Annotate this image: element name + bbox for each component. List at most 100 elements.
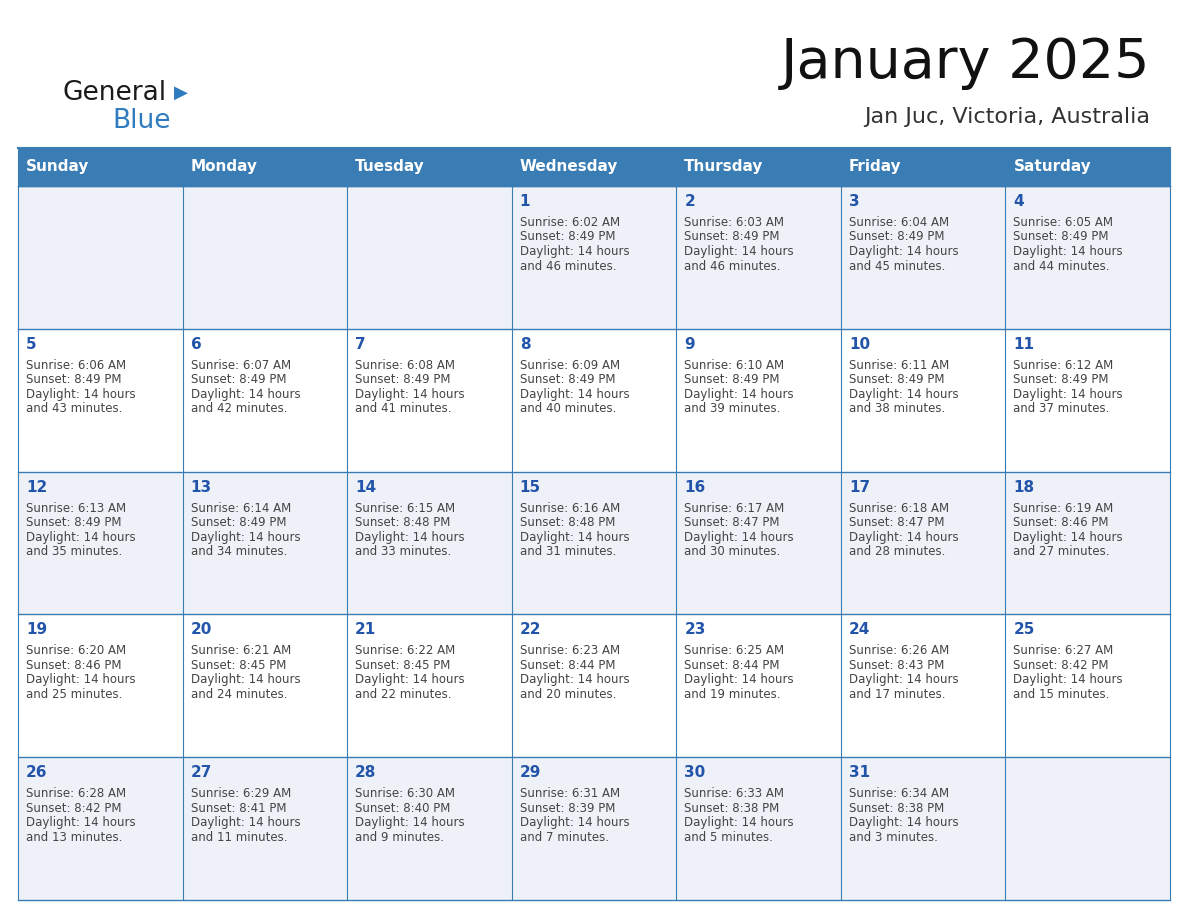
Text: Sunset: 8:49 PM: Sunset: 8:49 PM (1013, 374, 1108, 386)
Bar (841, 329, 1005, 472)
Bar (512, 472, 676, 614)
Text: and 30 minutes.: and 30 minutes. (684, 545, 781, 558)
Bar (841, 472, 1005, 614)
Bar (347, 329, 512, 472)
Text: 29: 29 (519, 766, 541, 780)
Bar (347, 614, 512, 757)
Text: Sunrise: 6:27 AM: Sunrise: 6:27 AM (1013, 644, 1113, 657)
Text: Jan Juc, Victoria, Australia: Jan Juc, Victoria, Australia (864, 107, 1150, 127)
Text: Sunset: 8:39 PM: Sunset: 8:39 PM (519, 801, 615, 814)
Text: Daylight: 14 hours: Daylight: 14 hours (519, 245, 630, 258)
Bar (1005, 757, 1170, 900)
Text: Sunrise: 6:05 AM: Sunrise: 6:05 AM (1013, 216, 1113, 229)
Text: and 20 minutes.: and 20 minutes. (519, 688, 617, 701)
Text: Sunrise: 6:11 AM: Sunrise: 6:11 AM (849, 359, 949, 372)
Text: 10: 10 (849, 337, 870, 352)
Bar (1005, 472, 1170, 614)
Text: Daylight: 14 hours: Daylight: 14 hours (684, 387, 794, 401)
Text: and 34 minutes.: and 34 minutes. (190, 545, 287, 558)
Bar (676, 614, 841, 757)
Text: and 25 minutes.: and 25 minutes. (26, 688, 122, 701)
Text: Sunrise: 6:09 AM: Sunrise: 6:09 AM (519, 359, 620, 372)
Text: and 13 minutes.: and 13 minutes. (26, 831, 122, 844)
Text: Daylight: 14 hours: Daylight: 14 hours (1013, 245, 1123, 258)
Text: Sunrise: 6:25 AM: Sunrise: 6:25 AM (684, 644, 784, 657)
Bar (183, 186, 347, 329)
Text: Saturday: Saturday (1013, 160, 1092, 174)
Bar (18, 757, 183, 900)
Text: Sunset: 8:48 PM: Sunset: 8:48 PM (519, 516, 615, 529)
Text: Sunset: 8:45 PM: Sunset: 8:45 PM (355, 659, 450, 672)
Text: Daylight: 14 hours: Daylight: 14 hours (26, 531, 135, 543)
Text: Sunday: Sunday (26, 160, 89, 174)
Text: General: General (62, 80, 166, 106)
Text: 11: 11 (1013, 337, 1035, 352)
Text: and 19 minutes.: and 19 minutes. (684, 688, 781, 701)
Bar (18, 329, 183, 472)
Text: Daylight: 14 hours: Daylight: 14 hours (190, 387, 301, 401)
Bar (183, 757, 347, 900)
Text: and 9 minutes.: and 9 minutes. (355, 831, 444, 844)
Text: 21: 21 (355, 622, 377, 637)
Text: Daylight: 14 hours: Daylight: 14 hours (849, 816, 959, 829)
Text: 18: 18 (1013, 479, 1035, 495)
Text: Sunrise: 6:03 AM: Sunrise: 6:03 AM (684, 216, 784, 229)
Text: Sunrise: 6:26 AM: Sunrise: 6:26 AM (849, 644, 949, 657)
Text: Sunrise: 6:22 AM: Sunrise: 6:22 AM (355, 644, 455, 657)
Text: and 45 minutes.: and 45 minutes. (849, 260, 946, 273)
Text: Daylight: 14 hours: Daylight: 14 hours (849, 245, 959, 258)
Text: and 35 minutes.: and 35 minutes. (26, 545, 122, 558)
Bar (18, 472, 183, 614)
Text: 23: 23 (684, 622, 706, 637)
Text: Sunrise: 6:28 AM: Sunrise: 6:28 AM (26, 788, 126, 800)
Text: 1: 1 (519, 194, 530, 209)
Text: Daylight: 14 hours: Daylight: 14 hours (684, 816, 794, 829)
Text: Sunrise: 6:08 AM: Sunrise: 6:08 AM (355, 359, 455, 372)
Text: and 3 minutes.: and 3 minutes. (849, 831, 937, 844)
Text: Sunset: 8:42 PM: Sunset: 8:42 PM (1013, 659, 1108, 672)
Bar (512, 186, 676, 329)
Text: and 41 minutes.: and 41 minutes. (355, 402, 451, 415)
Text: Sunset: 8:49 PM: Sunset: 8:49 PM (519, 230, 615, 243)
Text: 12: 12 (26, 479, 48, 495)
Text: Daylight: 14 hours: Daylight: 14 hours (190, 531, 301, 543)
Text: Sunrise: 6:07 AM: Sunrise: 6:07 AM (190, 359, 291, 372)
Text: and 27 minutes.: and 27 minutes. (1013, 545, 1110, 558)
Text: 3: 3 (849, 194, 859, 209)
Text: 4: 4 (1013, 194, 1024, 209)
Text: and 17 minutes.: and 17 minutes. (849, 688, 946, 701)
Text: Sunset: 8:41 PM: Sunset: 8:41 PM (190, 801, 286, 814)
Text: and 15 minutes.: and 15 minutes. (1013, 688, 1110, 701)
Bar (183, 614, 347, 757)
Text: 7: 7 (355, 337, 366, 352)
Text: 19: 19 (26, 622, 48, 637)
Text: and 7 minutes.: and 7 minutes. (519, 831, 608, 844)
Text: Sunset: 8:45 PM: Sunset: 8:45 PM (190, 659, 286, 672)
Bar (676, 186, 841, 329)
Text: Daylight: 14 hours: Daylight: 14 hours (190, 674, 301, 687)
Text: Daylight: 14 hours: Daylight: 14 hours (519, 816, 630, 829)
Text: Monday: Monday (190, 160, 258, 174)
Bar (512, 614, 676, 757)
Text: Sunrise: 6:31 AM: Sunrise: 6:31 AM (519, 788, 620, 800)
Text: Sunrise: 6:18 AM: Sunrise: 6:18 AM (849, 501, 949, 515)
Text: Sunset: 8:38 PM: Sunset: 8:38 PM (849, 801, 944, 814)
Text: 31: 31 (849, 766, 870, 780)
Text: and 44 minutes.: and 44 minutes. (1013, 260, 1110, 273)
Text: Sunrise: 6:34 AM: Sunrise: 6:34 AM (849, 788, 949, 800)
Text: Sunset: 8:38 PM: Sunset: 8:38 PM (684, 801, 779, 814)
Text: and 22 minutes.: and 22 minutes. (355, 688, 451, 701)
Bar (18, 186, 183, 329)
Text: Sunrise: 6:17 AM: Sunrise: 6:17 AM (684, 501, 784, 515)
Text: Sunset: 8:46 PM: Sunset: 8:46 PM (26, 659, 121, 672)
Text: Thursday: Thursday (684, 160, 764, 174)
Text: Sunrise: 6:23 AM: Sunrise: 6:23 AM (519, 644, 620, 657)
Text: Sunrise: 6:02 AM: Sunrise: 6:02 AM (519, 216, 620, 229)
Text: Blue: Blue (112, 108, 171, 134)
Text: 25: 25 (1013, 622, 1035, 637)
Bar (18, 614, 183, 757)
Bar (676, 329, 841, 472)
Text: Daylight: 14 hours: Daylight: 14 hours (190, 816, 301, 829)
Text: 15: 15 (519, 479, 541, 495)
Text: Sunrise: 6:12 AM: Sunrise: 6:12 AM (1013, 359, 1113, 372)
